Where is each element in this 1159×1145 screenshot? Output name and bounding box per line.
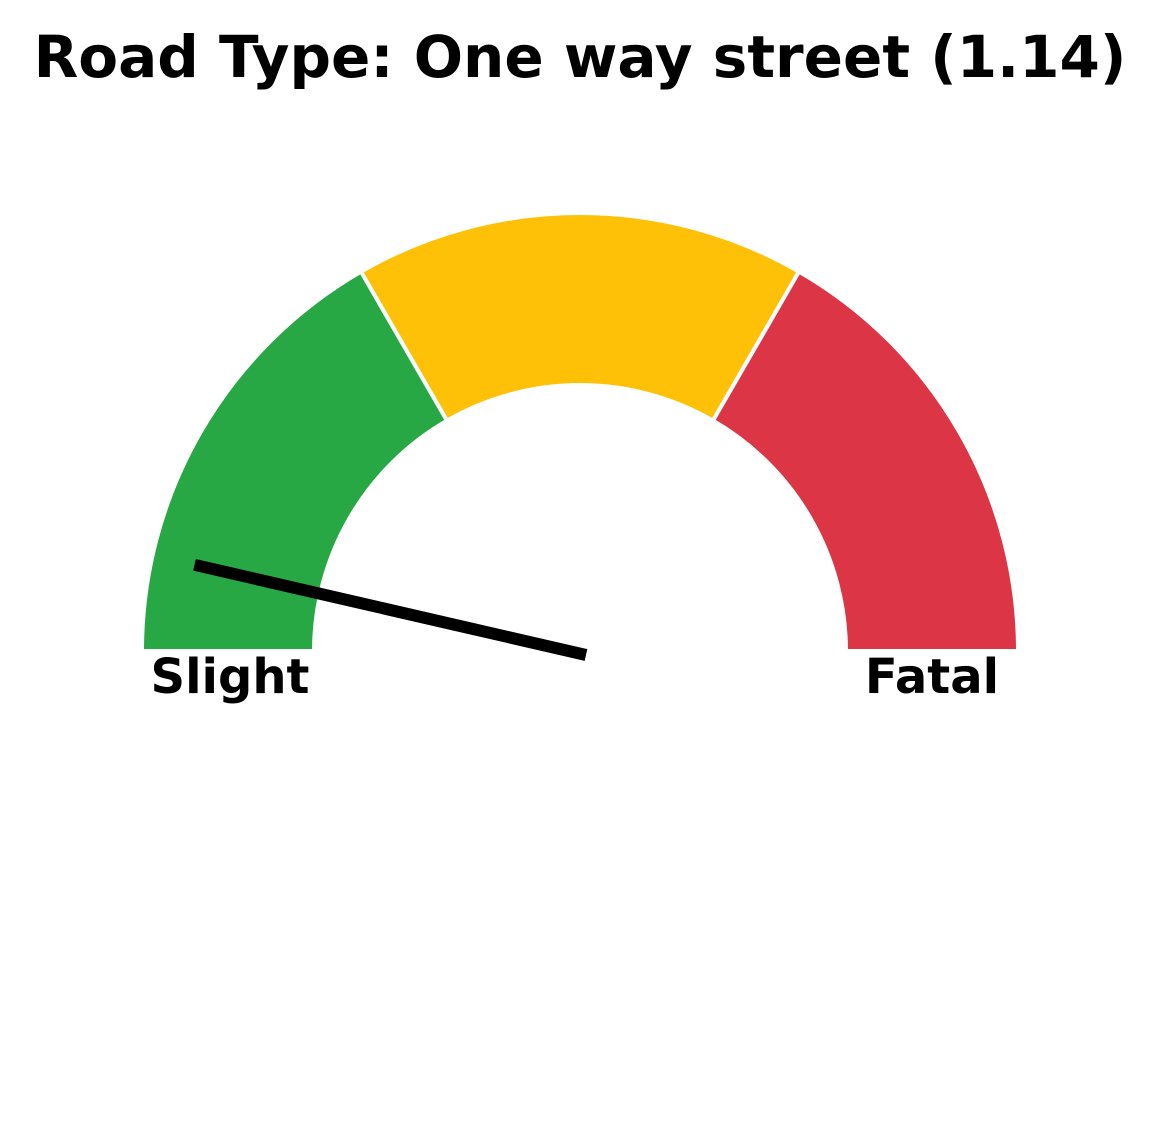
gauge-needle <box>193 558 588 661</box>
gauge-band-3 <box>710 268 1021 653</box>
gauge-band-1 <box>139 268 450 653</box>
gauge-bands <box>139 211 1021 653</box>
gauge-band-2 <box>358 211 802 424</box>
min-label-slight: Slight <box>151 649 310 705</box>
max-label-fatal: Fatal <box>865 649 999 705</box>
chart-title: Road Type: One way street (1.14) <box>34 23 1127 91</box>
